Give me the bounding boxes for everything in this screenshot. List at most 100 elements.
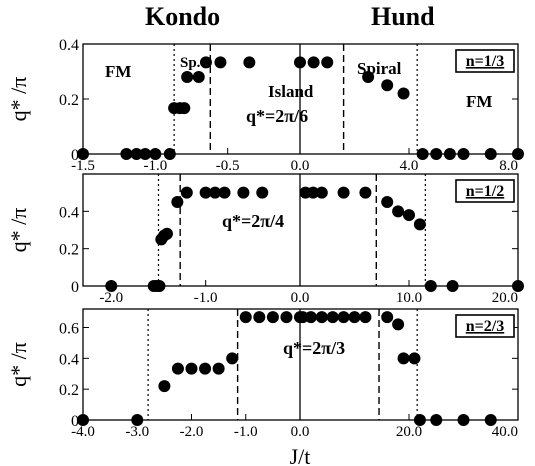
x-tick-label-kondo: -2.0 xyxy=(99,290,123,306)
data-point-kondo xyxy=(105,280,118,292)
data-point-kondo xyxy=(218,186,231,199)
data-point-kondo xyxy=(212,362,225,375)
data-point-hund xyxy=(362,71,375,83)
wavevector-label: q*=2π/3 xyxy=(283,338,345,358)
data-point-hund xyxy=(457,414,470,426)
data-point-kondo xyxy=(160,227,173,240)
y-tick-label: 0.2 xyxy=(59,242,79,259)
density-label-box xyxy=(455,179,515,203)
data-point-hund xyxy=(512,148,524,160)
y-tick-label: 0.2 xyxy=(59,382,79,399)
data-point-kondo xyxy=(158,380,171,393)
data-point-hund xyxy=(307,186,320,199)
data-point-hund xyxy=(397,87,410,100)
x-tick-label-kondo: -1.0 xyxy=(234,424,258,440)
data-point-hund xyxy=(381,196,394,208)
data-point-hund xyxy=(348,311,361,324)
data-point-hund xyxy=(457,148,470,160)
data-point-kondo xyxy=(153,280,166,292)
x-tick-label-kondo: -1.0 xyxy=(143,158,167,174)
y-tick-label: 0 xyxy=(71,413,79,430)
density-label-box xyxy=(455,314,515,338)
data-point-kondo xyxy=(199,362,212,375)
phase-label-spiral-short: Sp. xyxy=(180,55,201,71)
data-point-kondo xyxy=(181,71,194,83)
panel-1: 0 0.2 0.4 -1.5 -1.0 -0.5 0.0 4.0 8.0 n=1/3 FM Sp. Is… xyxy=(6,37,524,174)
data-point-kondo xyxy=(171,362,184,375)
y-tick-label: 0.2 xyxy=(59,92,79,109)
x-tick-label-hund: 10.0 xyxy=(396,290,422,306)
data-point-hund xyxy=(304,311,317,324)
x-tick-label-kondo: -2.0 xyxy=(180,424,204,440)
data-point-hund xyxy=(413,414,426,426)
data-point-hund xyxy=(381,311,394,324)
data-point-hund xyxy=(359,311,372,324)
phase-label-island: Island xyxy=(268,82,314,101)
data-point-hund xyxy=(307,56,320,69)
data-point-hund xyxy=(484,148,497,160)
x-axis-label: J/t xyxy=(290,444,311,466)
data-point-hund xyxy=(403,209,415,222)
wavevector-label: q*=2π/4 xyxy=(222,211,284,231)
data-point-hund xyxy=(424,280,437,292)
data-point-hund xyxy=(443,148,456,160)
data-point-kondo xyxy=(178,102,191,115)
data-point-kondo xyxy=(239,311,252,324)
data-point-hund xyxy=(512,280,524,292)
data-point-kondo xyxy=(199,56,212,69)
y-axis-label: q* /π xyxy=(6,208,31,253)
data-point-hund xyxy=(326,311,339,324)
data-point-hund xyxy=(294,56,306,69)
x-tick-label-kondo: -3.0 xyxy=(125,424,149,440)
x-tick-label-hund: 20.0 xyxy=(492,290,518,306)
data-point-kondo xyxy=(214,56,227,69)
y-tick-label: 0.6 xyxy=(59,321,79,338)
data-point-kondo xyxy=(199,186,212,199)
data-point-hund xyxy=(413,218,426,231)
x-tick-label-hund: 40.0 xyxy=(492,424,518,440)
density-label: n=1/2 xyxy=(466,183,504,200)
x-tick-label-hund: 0.0 xyxy=(291,424,310,440)
data-point-hund xyxy=(430,148,443,160)
hund-title: Hund xyxy=(371,2,435,31)
data-point-kondo xyxy=(226,352,239,365)
data-point-kondo xyxy=(253,311,266,324)
data-point-hund xyxy=(430,414,443,426)
y-tick-label: 0.4 xyxy=(59,204,79,221)
data-point-hund xyxy=(397,352,410,365)
data-point-hund xyxy=(359,186,372,199)
density-label: n=2/3 xyxy=(466,318,504,335)
panel-3: 0 0.2 0.4 0.6 -4.0 -3.0 -2.0 -1.0 0.0 20.0 40.0 n=2… xyxy=(6,308,519,440)
x-tick-label-kondo: -0.5 xyxy=(216,158,240,174)
y-tick-label: 0.4 xyxy=(59,37,79,54)
data-point-kondo xyxy=(131,414,144,426)
data-point-kondo xyxy=(77,148,89,160)
data-point-hund xyxy=(315,311,328,324)
density-label-box xyxy=(455,49,515,73)
data-point-kondo xyxy=(120,148,133,160)
data-point-kondo xyxy=(280,311,293,324)
data-point-hund xyxy=(484,414,497,426)
data-point-hund xyxy=(315,186,328,199)
x-tick-label-hund: 8.0 xyxy=(499,158,518,174)
data-point-kondo xyxy=(77,414,89,426)
data-point-hund xyxy=(321,56,334,69)
data-point-hund xyxy=(392,205,405,218)
y-axis-label: q* /π xyxy=(6,77,31,122)
data-point-hund xyxy=(381,79,394,92)
data-point-kondo xyxy=(209,186,222,199)
data-point-kondo xyxy=(185,362,198,375)
x-tick-label-kondo: -4.0 xyxy=(71,424,95,440)
x-tick-label-hund: 4.0 xyxy=(400,158,419,174)
x-tick-label-hund: 0.0 xyxy=(291,158,310,174)
density-label: n=1/3 xyxy=(466,53,504,70)
data-point-kondo xyxy=(163,148,176,160)
data-point-kondo xyxy=(192,71,205,83)
data-point-hund xyxy=(337,311,350,324)
x-tick-label-hund: 20.0 xyxy=(396,424,422,440)
panels: 0 0.2 0.4 -1.5 -1.0 -0.5 0.0 4.0 8.0 n=1/3 FM Sp. Is… xyxy=(6,37,524,440)
data-point-kondo xyxy=(243,56,256,69)
data-point-kondo xyxy=(180,186,193,199)
wavevector-label: q*=2π/6 xyxy=(246,106,308,126)
data-point-kondo xyxy=(266,311,279,324)
